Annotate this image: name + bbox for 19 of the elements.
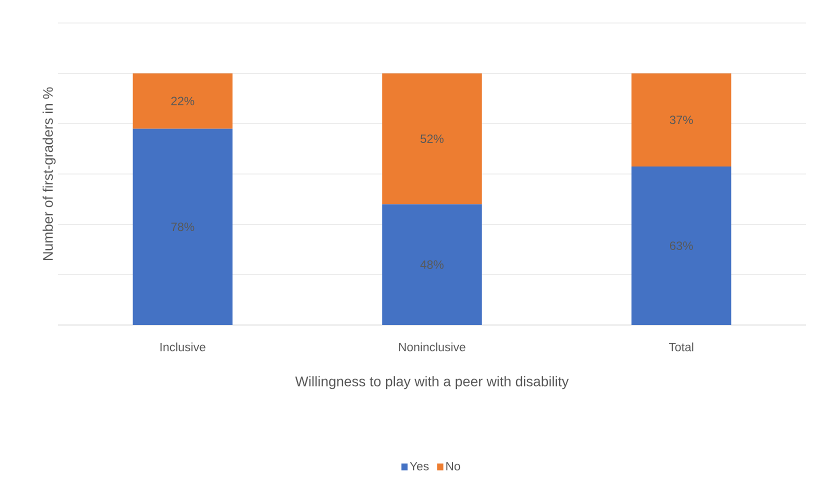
bar	[132, 73, 233, 129]
bar	[631, 166, 732, 325]
x-axis-title: Willingness to play with a peer with disability	[295, 376, 569, 390]
bar	[382, 204, 482, 325]
x-tick-label: Noninclusive	[399, 342, 466, 352]
data-label: 22%	[171, 96, 194, 106]
bar	[382, 73, 482, 204]
legend-label: No	[446, 462, 460, 470]
data-label: 78%	[171, 222, 194, 232]
bar	[631, 73, 732, 166]
x-tick-label: Total	[668, 342, 694, 352]
data-label: 63%	[670, 241, 693, 250]
bar	[132, 128, 233, 325]
data-label: 52%	[420, 134, 444, 143]
data-label: 48%	[420, 260, 444, 269]
legend-label: Yes	[410, 462, 429, 470]
y-axis-title: Number of first-graders in %	[42, 87, 56, 260]
data-label: 37%	[670, 116, 693, 124]
x-tick-label: Inclusive	[160, 342, 206, 352]
